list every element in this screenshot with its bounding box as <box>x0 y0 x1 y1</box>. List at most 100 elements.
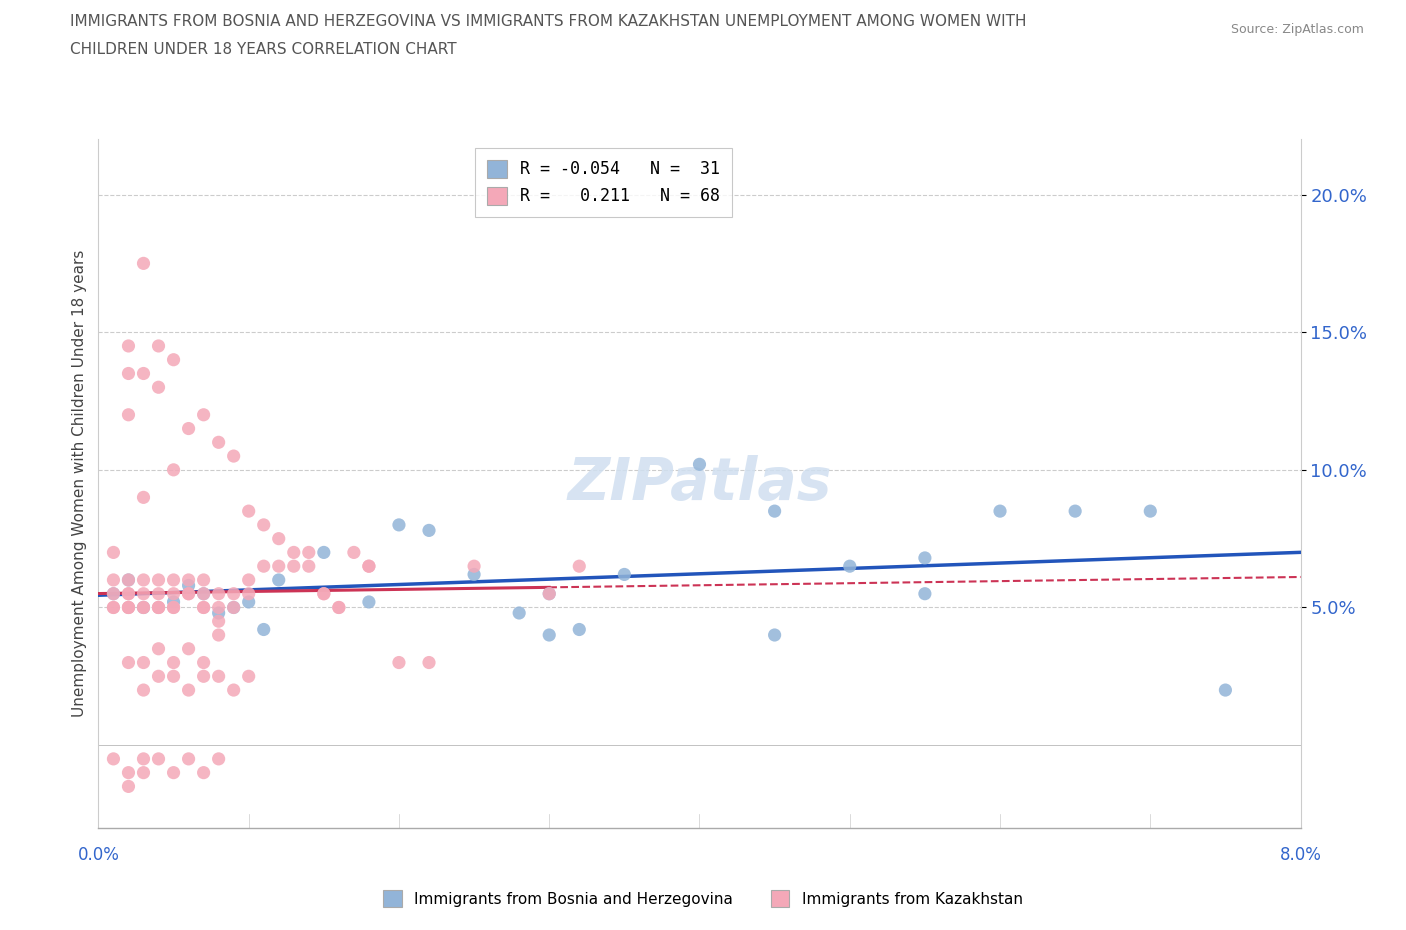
Point <box>117 600 139 615</box>
Point <box>222 586 245 601</box>
Point <box>568 559 591 574</box>
Point <box>238 573 260 588</box>
Text: 8.0%: 8.0% <box>1279 846 1322 864</box>
Point <box>132 366 155 381</box>
Point <box>193 669 215 684</box>
Point <box>253 622 276 637</box>
Point <box>208 751 231 766</box>
Point <box>193 655 215 670</box>
Point <box>177 751 200 766</box>
Point <box>298 545 321 560</box>
Point <box>117 573 139 588</box>
Point <box>238 504 260 519</box>
Point <box>117 600 139 615</box>
Text: Source: ZipAtlas.com: Source: ZipAtlas.com <box>1230 23 1364 36</box>
Point <box>208 628 231 643</box>
Point <box>838 559 860 574</box>
Point <box>117 366 139 381</box>
Point <box>328 600 350 615</box>
Point <box>538 586 561 601</box>
Point <box>148 600 170 615</box>
Point <box>162 586 184 601</box>
Point <box>763 628 786 643</box>
Point <box>463 559 485 574</box>
Point <box>117 573 139 588</box>
Point <box>388 517 411 532</box>
Point <box>388 655 411 670</box>
Point <box>132 751 155 766</box>
Point <box>132 600 155 615</box>
Point <box>283 559 305 574</box>
Point <box>148 339 170 353</box>
Y-axis label: Unemployment Among Women with Children Under 18 years: Unemployment Among Women with Children U… <box>72 250 87 717</box>
Point <box>103 600 125 615</box>
Point <box>103 545 125 560</box>
Point <box>148 379 170 394</box>
Point <box>267 559 290 574</box>
Text: ZIPatlas: ZIPatlas <box>567 455 832 512</box>
Point <box>148 586 170 601</box>
Point <box>914 586 936 601</box>
Point <box>222 600 245 615</box>
Point <box>222 448 245 463</box>
Point <box>117 586 139 601</box>
Point <box>132 600 155 615</box>
Point <box>193 765 215 780</box>
Point <box>763 504 786 519</box>
Point <box>132 600 155 615</box>
Point <box>103 751 125 766</box>
Point <box>208 614 231 629</box>
Point <box>298 559 321 574</box>
Point <box>357 559 380 574</box>
Point <box>148 751 170 766</box>
Point <box>328 600 350 615</box>
Point <box>208 669 231 684</box>
Point <box>222 600 245 615</box>
Point <box>162 594 184 609</box>
Point <box>132 573 155 588</box>
Point <box>418 523 440 538</box>
Point <box>177 642 200 657</box>
Point <box>148 573 170 588</box>
Point <box>162 655 184 670</box>
Point <box>538 628 561 643</box>
Point <box>162 462 184 477</box>
Point <box>117 586 139 601</box>
Point <box>117 765 139 780</box>
Point <box>463 567 485 582</box>
Point <box>177 586 200 601</box>
Point <box>162 352 184 367</box>
Point <box>312 586 335 601</box>
Point <box>117 339 139 353</box>
Point <box>177 586 200 601</box>
Point <box>238 669 260 684</box>
Point <box>193 600 215 615</box>
Point <box>162 573 184 588</box>
Point <box>193 600 215 615</box>
Point <box>568 622 591 637</box>
Point <box>283 545 305 560</box>
Point <box>117 655 139 670</box>
Point <box>162 669 184 684</box>
Point <box>117 779 139 794</box>
Point <box>238 586 260 601</box>
Point <box>117 600 139 615</box>
Point <box>914 551 936 565</box>
Point <box>132 655 155 670</box>
Point <box>208 600 231 615</box>
Point <box>177 421 200 436</box>
Point <box>357 594 380 609</box>
Point <box>253 559 276 574</box>
Point <box>988 504 1011 519</box>
Point <box>613 567 636 582</box>
Point <box>312 586 335 601</box>
Point <box>267 573 290 588</box>
Point <box>1064 504 1087 519</box>
Point <box>132 683 155 698</box>
Legend: R = -0.054   N =  31, R =   0.211   N = 68: R = -0.054 N = 31, R = 0.211 N = 68 <box>475 148 731 217</box>
Point <box>162 600 184 615</box>
Point <box>193 573 215 588</box>
Point <box>253 517 276 532</box>
Point <box>193 586 215 601</box>
Point <box>117 407 139 422</box>
